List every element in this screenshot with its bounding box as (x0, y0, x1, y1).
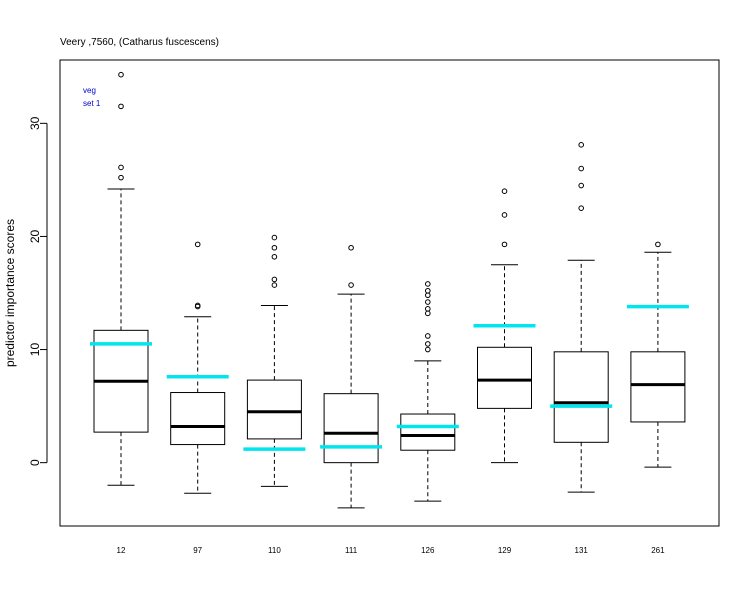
outlier-point (118, 164, 124, 171)
box-111 (320, 244, 383, 509)
x-tick-label: 131 (575, 546, 589, 555)
outlier-point (501, 188, 508, 195)
box-129 (473, 188, 536, 464)
box-97 (166, 241, 229, 494)
y-axis-label: predictor importance scores (3, 219, 17, 367)
outlier-point (578, 205, 585, 211)
outlier-point (348, 282, 354, 288)
plot-frame (59, 59, 720, 527)
iqr-box (477, 346, 532, 409)
outlier-point (425, 292, 431, 299)
outlier-point (194, 241, 201, 248)
iqr-box (170, 392, 226, 446)
chart-title: Veery ,7560, (Catharus fuscescens) (60, 37, 219, 48)
outlier-point (578, 182, 585, 189)
outlier-point (425, 346, 431, 353)
x-tick-label: 261 (651, 546, 665, 555)
outlier-point (501, 212, 508, 218)
legend-entry-set1: set 1 (83, 99, 101, 108)
outlier-point (271, 282, 278, 288)
legend-entry-veg: veg (83, 86, 96, 95)
y-tick-label: 30 (28, 116, 42, 130)
y-axis: 0 10 20 30 (28, 116, 48, 466)
box-261 (626, 241, 689, 468)
x-tick-label: 129 (498, 546, 512, 555)
box-12 (90, 71, 152, 486)
iqr-box (400, 413, 456, 451)
outlier-point (501, 241, 508, 248)
x-tick-label: 111 (345, 546, 358, 555)
x-tick-label: 110 (268, 546, 281, 555)
outlier-point (194, 302, 201, 309)
iqr-box (630, 351, 686, 423)
y-tick-label: 0 (28, 459, 42, 466)
outlier-point (425, 287, 431, 294)
outlier-point (271, 244, 278, 251)
box-series (90, 71, 689, 509)
outlier-point (655, 241, 661, 248)
y-tick-label: 10 (28, 343, 42, 357)
outlier-point (348, 244, 354, 251)
iqr-box (246, 379, 302, 440)
outlier-point (271, 254, 278, 260)
x-tick-label: 97 (193, 546, 202, 555)
outlier-point (578, 165, 585, 172)
iqr-box (553, 351, 609, 443)
outlier-point (118, 174, 124, 181)
outlier-point (425, 341, 431, 347)
outlier-point (425, 310, 431, 317)
box-110 (243, 234, 306, 487)
outlier-point (425, 306, 431, 312)
outlier-point (425, 299, 431, 305)
outlier-point (118, 103, 124, 110)
box-126 (396, 281, 459, 502)
outlier-point (271, 276, 278, 283)
x-tick-label: 126 (421, 546, 435, 555)
x-axis: 12 97 110 111 126 129 131 261 (117, 546, 666, 555)
outlier-point (578, 142, 585, 148)
iqr-box (323, 393, 379, 464)
outlier-point (425, 281, 431, 287)
y-tick-label: 20 (28, 229, 42, 243)
x-tick-label: 12 (117, 546, 126, 555)
outlier-point (118, 71, 124, 78)
outlier-point (271, 234, 278, 241)
box-131 (550, 142, 613, 493)
outlier-point (425, 333, 431, 339)
